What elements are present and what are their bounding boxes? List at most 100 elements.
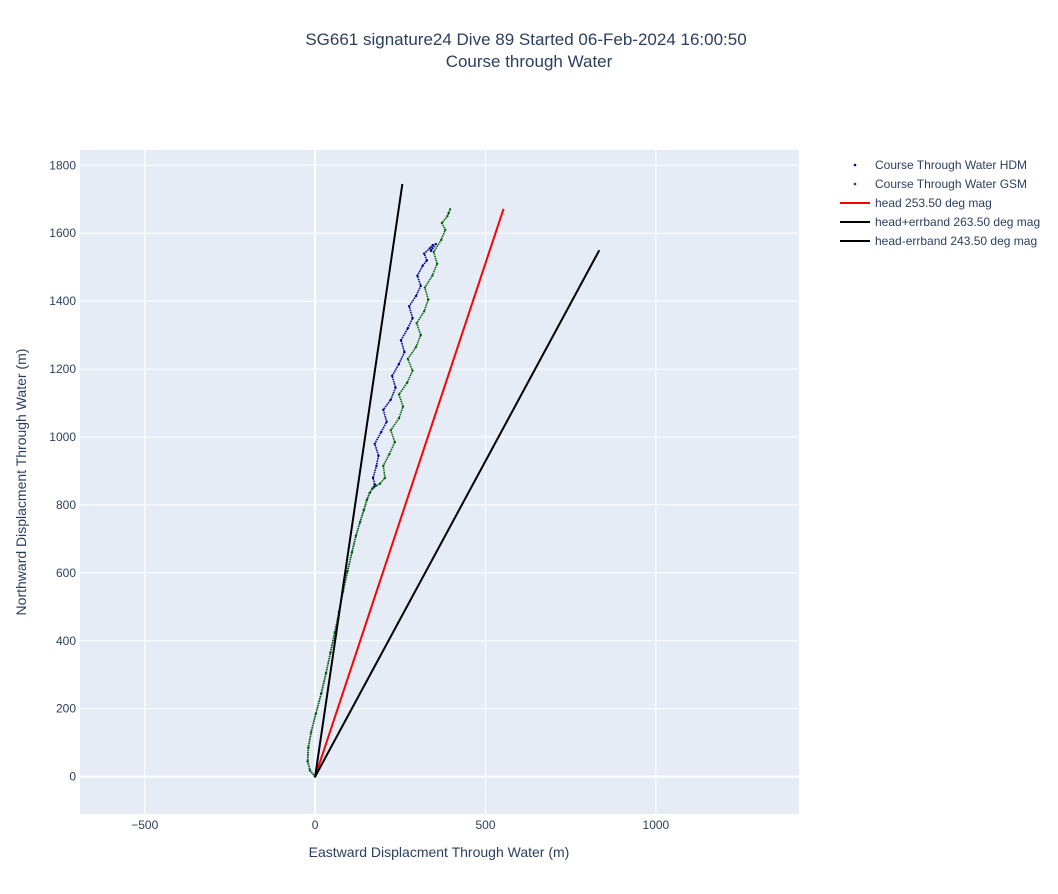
data-point [422, 310, 426, 313]
series-line [314, 249, 601, 778]
data-point [346, 569, 349, 573]
data-point [382, 464, 385, 468]
legend-item[interactable]: Course Through Water GSM [853, 177, 1027, 191]
x-tick-label: 0 [312, 818, 319, 832]
data-point [429, 249, 433, 253]
y-tick-label: 1000 [49, 430, 76, 444]
plot-area [80, 150, 799, 814]
data-point [397, 362, 401, 366]
data-point [390, 374, 394, 378]
data-point [448, 208, 452, 211]
data-point [377, 454, 380, 457]
legend-swatch [853, 163, 857, 167]
data-point [385, 420, 388, 423]
data-point [422, 252, 426, 255]
y-tick-label: 1200 [49, 362, 76, 376]
data-point [378, 482, 382, 486]
data-point [423, 286, 427, 289]
x-tick-label: −500 [131, 818, 158, 832]
y-tick-label: 1600 [49, 226, 76, 240]
data-point [415, 322, 418, 325]
data-point [427, 298, 430, 301]
series-line [314, 208, 505, 777]
series-line [314, 183, 404, 777]
data-point [368, 491, 371, 495]
data-point [324, 671, 328, 675]
chart-title: SG661 signature24 Dive 89 Started 06-Feb… [305, 30, 746, 49]
x-tick-label: 1000 [643, 818, 670, 832]
data-point [401, 405, 405, 408]
y-tick-label: 400 [56, 634, 76, 648]
data-point [434, 242, 437, 246]
legend-label: Course Through Water GSM [875, 177, 1027, 191]
data-point [394, 386, 397, 389]
data-point [411, 316, 414, 320]
legend: Course Through Water HDM Course Through W… [840, 158, 1040, 248]
y-axis-title: Northward Displacment Through Water (m) [13, 349, 29, 616]
data-point [428, 247, 431, 250]
data-point [320, 692, 323, 695]
data-point [389, 429, 392, 432]
series-trace [306, 209, 451, 778]
data-point [350, 551, 354, 554]
data-point [329, 651, 332, 654]
legend-item[interactable]: head 253.50 deg mag [840, 196, 992, 210]
legend-item[interactable]: head+errband 263.50 deg mag [840, 215, 1040, 229]
x-axis-ticks: −500 0 500 1000 [131, 818, 669, 832]
data-point [307, 746, 310, 749]
legend-item[interactable]: Course Through Water HDM [853, 158, 1027, 172]
data-point [419, 333, 422, 337]
y-tick-label: 1800 [49, 158, 76, 172]
data-point [306, 760, 309, 763]
data-point [382, 408, 385, 412]
legend-label: head+errband 263.50 deg mag [875, 215, 1040, 229]
data-point [406, 327, 410, 330]
data-point [431, 243, 434, 247]
data-point [440, 238, 443, 242]
data-point [371, 487, 374, 490]
series-4 [314, 249, 601, 778]
data-point [383, 476, 387, 479]
data-point [416, 274, 419, 277]
data-point [388, 452, 391, 456]
data-point [397, 393, 401, 396]
legend-label: head 253.50 deg mag [875, 196, 992, 210]
data-point [414, 294, 418, 298]
data-point [397, 417, 401, 420]
data-point [440, 221, 444, 225]
data-point [425, 259, 429, 262]
data-point [375, 464, 378, 468]
data-point [419, 284, 422, 288]
data-point [389, 398, 392, 401]
series-3 [314, 183, 404, 777]
data-point [407, 305, 411, 308]
data-point [374, 484, 377, 488]
series-2 [314, 208, 505, 777]
y-tick-label: 1400 [49, 294, 76, 308]
data-point [444, 228, 447, 232]
y-tick-label: 200 [56, 702, 76, 716]
data-point [406, 357, 410, 361]
data-point [308, 769, 312, 772]
legend-swatch [853, 182, 857, 186]
data-point [414, 345, 418, 349]
y-tick-label: 800 [56, 498, 76, 512]
data-point [447, 211, 450, 215]
x-tick-label: 500 [475, 818, 495, 832]
y-axis-ticks: 0 200 400 600 800 1000 1200 1400 1600 1800 [49, 158, 76, 783]
y-tick-label: 0 [69, 770, 76, 784]
grid-lines [80, 150, 799, 814]
data-point [365, 498, 369, 502]
data-point [373, 442, 376, 445]
legend-label: Course Through Water HDM [875, 158, 1027, 172]
legend-item[interactable]: head-errband 243.50 deg mag [840, 234, 1037, 248]
data-point [405, 381, 409, 384]
data-point [446, 215, 449, 218]
y-tick-label: 600 [56, 566, 76, 580]
data-point [380, 430, 383, 434]
legend-label: head-errband 243.50 deg mag [875, 234, 1037, 248]
data-point [432, 250, 435, 254]
data-point [309, 731, 313, 734]
data-point [431, 274, 434, 277]
chart-subtitle: Course through Water [446, 52, 613, 71]
